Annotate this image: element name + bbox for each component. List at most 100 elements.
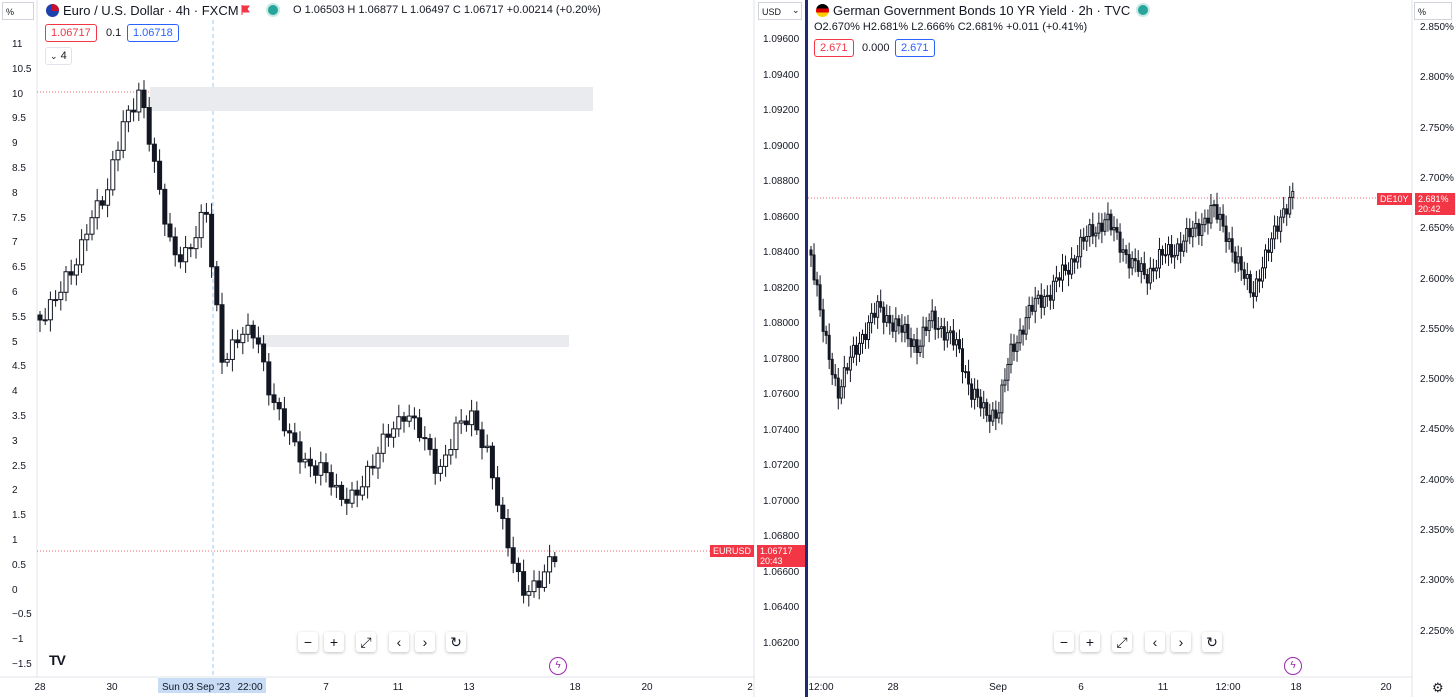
left-y-tick-19: 1.5 <box>12 510 26 522</box>
left-ask-box[interactable]: 1.06718 <box>127 24 179 42</box>
right-bid-box[interactable]: 2.671 <box>814 39 854 57</box>
eu-flag-icon <box>46 4 59 17</box>
left-ohlc: O 1.06503 H 1.06877 L 1.06497 C 1.06717 … <box>293 4 601 16</box>
left-chart-panel[interactable]: % Euro / U.S. Dollar · 4h · FXCM O 1.065… <box>0 0 805 697</box>
symbol-tag: EURUSD <box>710 545 755 557</box>
currency-select[interactable]: USD <box>758 2 802 20</box>
left-x-tick-5: 11 <box>392 682 404 693</box>
left-r-tick-5: 1.08600 <box>763 211 800 223</box>
scroll-back-button[interactable]: ‹ <box>389 632 409 652</box>
left-spread: 0.1 <box>106 27 122 39</box>
zoom-out-button[interactable]: − <box>1054 632 1074 652</box>
reset-button[interactable]: ↻ <box>1202 632 1222 652</box>
right-r-tick-3: 2.700% <box>1420 172 1454 184</box>
left-r-tick-12: 1.07200 <box>763 460 800 471</box>
zoom-in-button[interactable]: + <box>1080 632 1100 652</box>
left-x-tick-6: 13 <box>463 682 475 693</box>
chevron-down-icon: ⌄ <box>792 5 800 15</box>
symbol-tag: DE10Y <box>1377 193 1412 205</box>
left-y-tick-22: 0 <box>12 584 18 596</box>
right-ask-box[interactable]: 2.671 <box>895 39 935 57</box>
left-y-tick-14: 4 <box>12 386 18 398</box>
left-r-tick-11: 1.07400 <box>763 424 800 436</box>
right-r-tick-5: 2.600% <box>1420 273 1454 285</box>
yield-tag: 2.681% 20:42 <box>1415 193 1455 215</box>
scroll-forward-button[interactable]: › <box>1171 632 1191 652</box>
left-candle-plot[interactable] <box>0 0 755 697</box>
scroll-back-button[interactable]: ‹ <box>1145 632 1165 652</box>
tradingview-logo[interactable]: TV <box>49 652 66 668</box>
left-r-tick-7: 1.08200 <box>763 282 800 294</box>
left-x-tick-1: 30 <box>106 682 118 693</box>
left-y-tick-4: 9 <box>12 138 18 150</box>
left-y-tick-13: 4.5 <box>12 361 26 373</box>
left-x-tick-9: 2 <box>747 682 753 693</box>
zoom-out-button[interactable]: − <box>298 632 318 652</box>
left-bid-box[interactable]: 1.06717 <box>45 24 97 42</box>
zoom-in-button[interactable]: + <box>324 632 344 652</box>
right-x-tick-2: Sep <box>989 682 1007 693</box>
left-x-tick-2: Sun 03 Sep '23 <box>161 682 231 693</box>
left-y-tick-5: 8.5 <box>12 163 26 174</box>
left-r-tick-14: 1.06800 <box>763 531 800 542</box>
left-y-tick-15: 3.5 <box>12 411 26 422</box>
indicator-count: 4 <box>60 50 67 62</box>
left-r-tick-3: 1.09000 <box>763 140 800 152</box>
left-r-tick-1: 1.09400 <box>763 69 800 81</box>
left-r-tick-6: 1.08400 <box>763 247 800 258</box>
left-chart-title[interactable]: Euro / U.S. Dollar · 4h · FXCM <box>63 3 239 18</box>
left-r-tick-4: 1.08800 <box>763 176 800 187</box>
left-y-tick-1: 10.5 <box>12 63 32 75</box>
right-r-tick-1: 2.800% <box>1420 72 1454 84</box>
left-y-tick-7: 7.5 <box>12 212 26 224</box>
left-x-tick-8: 20 <box>641 682 653 693</box>
left-r-tick-17: 1.06200 <box>763 637 800 649</box>
left-y-tick-24: −1 <box>12 634 24 646</box>
left-y-tick-0: 11 <box>12 39 23 50</box>
right-x-tick-7: 20 <box>1380 682 1392 693</box>
right-chart-title[interactable]: German Government Bonds 10 YR Yield · 2h… <box>833 3 1131 18</box>
left-y-tick-17: 2.5 <box>12 460 26 472</box>
lightning-icon[interactable]: ϟ <box>1284 657 1302 675</box>
market-open-icon <box>268 5 278 15</box>
left-y-tick-8: 7 <box>12 237 18 249</box>
left-x-tick-3: 22:00 <box>237 682 263 693</box>
left-r-tick-0: 1.09600 <box>763 34 800 45</box>
right-unit-select[interactable]: % <box>1414 2 1452 20</box>
lightning-icon[interactable]: ϟ <box>549 657 567 675</box>
right-r-tick-8: 2.450% <box>1420 424 1454 436</box>
right-x-tick-4: 11 <box>1157 682 1169 693</box>
market-open-icon <box>1138 5 1148 15</box>
settings-gear-icon[interactable]: ⚙ <box>1432 680 1444 695</box>
right-spread: 0.000 <box>862 42 890 54</box>
left-y-tick-20: 1 <box>12 535 18 546</box>
right-x-tick-0: 12:00 <box>808 682 834 693</box>
reset-button[interactable]: ↻ <box>446 632 466 652</box>
left-r-tick-9: 1.07800 <box>763 353 800 365</box>
chevron-down-icon: ⌄ <box>50 51 58 61</box>
right-r-tick-12: 2.250% <box>1420 625 1454 637</box>
right-r-tick-9: 2.400% <box>1420 474 1454 486</box>
scroll-forward-button[interactable]: › <box>415 632 435 652</box>
left-r-tick-16: 1.06400 <box>763 602 800 613</box>
left-r-tick-13: 1.07000 <box>763 495 800 507</box>
right-r-tick-10: 2.350% <box>1420 525 1454 536</box>
fit-button[interactable]: ⤢ <box>1112 632 1132 652</box>
right-chart-panel[interactable]: German Government Bonds 10 YR Yield · 2h… <box>808 0 1456 697</box>
right-candle-plot[interactable] <box>808 0 1456 697</box>
right-x-tick-5: 12:00 <box>1215 682 1241 693</box>
right-r-tick-0: 2.850% <box>1420 22 1454 33</box>
left-r-tick-15: 1.06600 <box>763 566 800 578</box>
indicators-toggle[interactable]: ⌄ 4 <box>45 47 72 65</box>
left-r-tick-2: 1.09200 <box>763 105 800 116</box>
left-y-tick-16: 3 <box>12 435 18 447</box>
left-x-tick-4: 7 <box>323 682 329 693</box>
left-y-tick-11: 5.5 <box>12 311 26 323</box>
flag-marker-icon[interactable] <box>241 5 250 15</box>
left-unit-select[interactable]: % <box>2 2 34 20</box>
fit-button[interactable]: ⤢ <box>356 632 376 652</box>
left-y-tick-25: −1.5 <box>12 659 32 670</box>
pane-divider[interactable] <box>805 0 808 697</box>
left-y-tick-6: 8 <box>12 187 18 199</box>
left-y-tick-18: 2 <box>12 485 18 497</box>
